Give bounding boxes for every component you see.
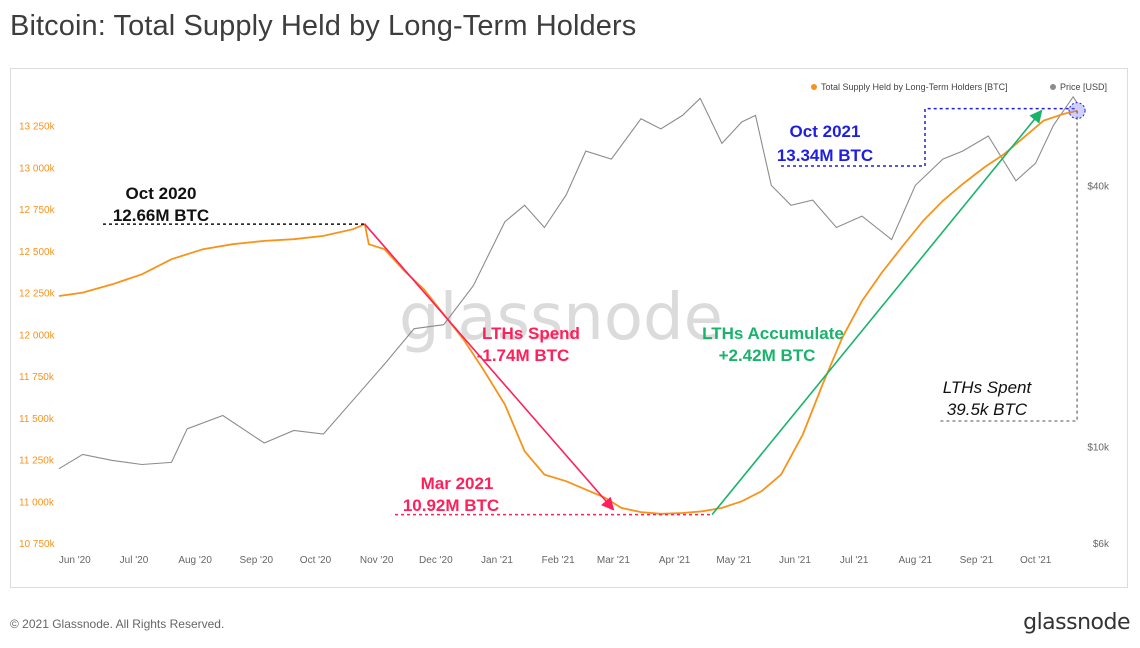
annotation-guides [103,102,1086,516]
annotation-lth-spent-value: 39.5k BTC [947,400,1028,419]
copyright-text: © 2021 Glassnode. All Rights Reserved. [10,617,225,631]
x-tick-label: Jul '20 [120,555,149,566]
page-title: Bitcoin: Total Supply Held by Long-Term … [10,10,637,42]
y-left-tick-label: 11 750k [19,372,55,383]
legend-label-price[interactable]: Price [USD] [1060,82,1107,92]
x-tick-label: Jun '20 [59,555,91,566]
annotation-oct-2020-label: Oct 2020 [126,184,197,203]
legend-swatch-price [1050,84,1056,90]
x-tick-label: Jun '21 [779,555,811,566]
lth-supply-chart: glassnode Total Supply Held by Long-Term… [19,82,1110,566]
y-left-tick-label: 12 000k [19,330,56,341]
y-axis-left: 10 750k 11 000k 11 250k 11 500k 11 750k 12 00… [19,122,56,550]
guide-lth-spent [939,110,1078,422]
y-left-tick-label: 13 250k [19,122,56,133]
y-right-tick-label: $10k [1087,443,1110,454]
y-left-tick-label: 12 750k [19,205,56,216]
series-price-line [58,95,1078,470]
annotation-lth-spent-label: LTHs Spent [943,378,1033,397]
watermark: glassnode [399,281,723,355]
y-left-tick-label: 12 250k [19,289,56,300]
x-tick-label: Oct '20 [300,555,332,566]
legend-swatch-supply [811,84,817,90]
y-left-tick-label: 11 250k [19,456,55,467]
x-tick-label: Sep '20 [239,555,273,566]
arrow-lth-accumulate [711,109,1043,516]
annotation-mar-2021-label: Mar 2021 [421,474,494,493]
x-axis: Jun '20 Jul '20 Aug '20 Sep '20 Oct '20 Nov '… [59,555,1052,566]
y-left-tick-label: 11 000k [19,497,55,508]
x-tick-label: May '21 [716,555,751,566]
x-tick-label: Apr '21 [659,555,691,566]
annotation-lth-accumulate-value: +2.42M BTC [719,346,816,365]
x-tick-label: Dec '20 [419,555,453,566]
x-tick-label: Aug '20 [178,555,212,566]
y-right-tick-label: $6k [1093,539,1110,550]
y-axis-right: $6k $10k $40k [1087,181,1110,550]
y-right-tick-label: $40k [1087,181,1110,192]
legend: Total Supply Held by Long-Term Holders [… [811,82,1107,92]
x-tick-label: Aug '21 [898,555,932,566]
y-left-tick-label: 12 500k [19,247,56,258]
x-tick-label: Feb '21 [542,555,575,566]
y-left-tick-label: 13 000k [19,163,56,174]
annotation-oct-2020-value: 12.66M BTC [113,206,209,225]
x-tick-label: Mar '21 [597,555,630,566]
x-tick-label: Nov '20 [360,555,394,566]
glassnode-logo[interactable]: glassnode [1023,610,1130,635]
annotations: Oct 2020 12.66M BTC Mar 2021 10.92M BTC … [113,122,1033,515]
x-tick-label: Jul '21 [840,555,869,566]
x-tick-label: Jan '21 [481,555,513,566]
annotation-lth-accumulate-label: LTHs Accumulate [702,324,844,343]
legend-label-supply[interactable]: Total Supply Held by Long-Term Holders [… [821,82,1008,92]
guide-oct-2021 [781,107,1078,167]
annotation-oct-2021-label: Oct 2021 [790,122,861,141]
annotation-lth-spend-label: LTHs Spend [482,324,580,343]
annotation-lth-spend-value: -1.74M BTC [477,346,570,365]
arrow-lth-spend [364,223,615,511]
annotation-mar-2021-value: 10.92M BTC [403,496,499,515]
x-tick-label: Oct '21 [1020,555,1052,566]
chart-card: glassnode Total Supply Held by Long-Term… [10,68,1128,588]
y-left-tick-label: 11 500k [19,414,55,425]
annotation-oct-2021-value: 13.34M BTC [777,146,873,165]
y-left-tick-label: 10 750k [19,539,56,550]
x-tick-label: Sep '21 [960,555,994,566]
